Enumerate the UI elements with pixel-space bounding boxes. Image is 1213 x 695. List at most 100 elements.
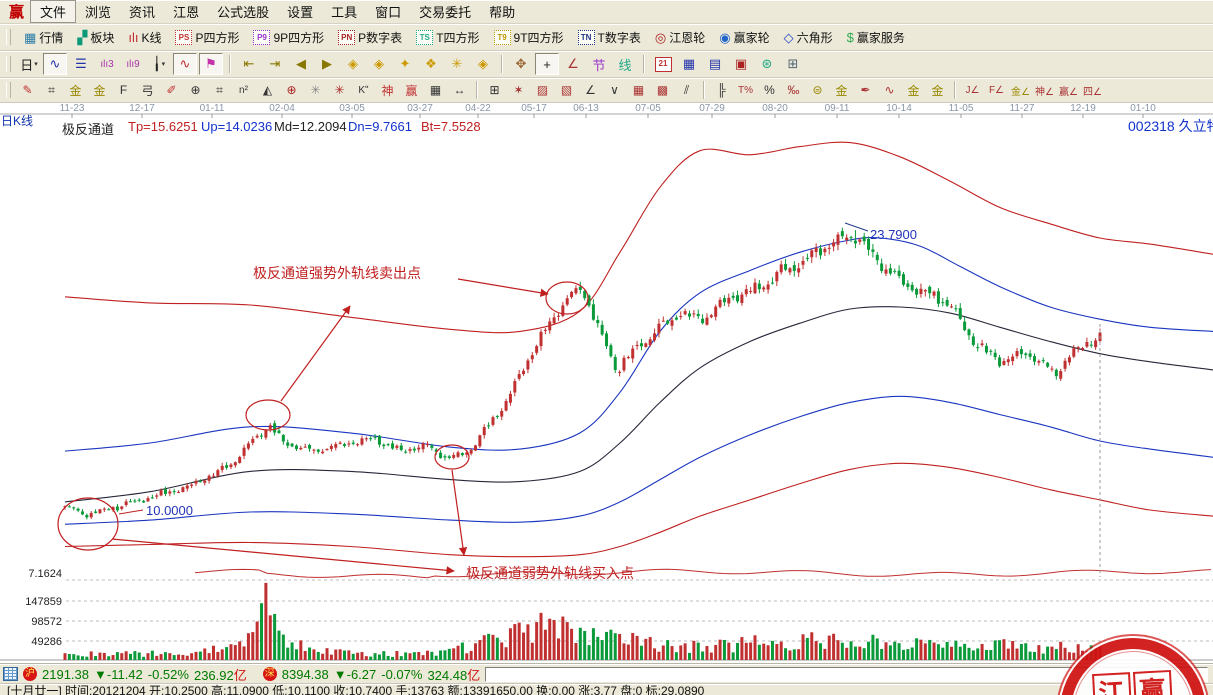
formula-chart-tool[interactable]: ∿ xyxy=(173,53,197,75)
number-ruler-tool[interactable]: ▦ xyxy=(424,80,447,101)
box-tool-tool[interactable]: ⊞ xyxy=(483,80,506,101)
angle-lines-tool[interactable]: ∠ xyxy=(579,80,602,101)
gann-wheel-button[interactable]: ◎ 江恩轮 xyxy=(650,27,710,48)
diamond-center-tool[interactable]: ◈ xyxy=(471,53,495,75)
crosshair-tool[interactable]: + xyxy=(535,53,559,75)
price-chart-svg[interactable]: 11-23 12-17 01-11 02-04 03-05 03-27 04-22 05-17… xyxy=(0,103,1213,663)
grid-tool-tool[interactable]: ▦ xyxy=(627,80,650,101)
calendar-tool[interactable]: 21 xyxy=(651,53,675,75)
n-square-tool[interactable]: n² xyxy=(232,80,255,101)
box-diagonal-tool[interactable]: ▧ xyxy=(555,80,578,101)
diamond-right-tool[interactable]: ◈ xyxy=(367,53,391,75)
toolbar-grip[interactable] xyxy=(6,82,11,98)
calculator-tool[interactable]: ▦ xyxy=(677,53,701,75)
compass-tool[interactable]: ⊕ xyxy=(184,80,207,101)
gold-ruler-2-tool[interactable]: 金 xyxy=(88,80,111,101)
f-angle-tool[interactable]: F∠ xyxy=(985,80,1008,101)
spiral-tool[interactable]: 弓 xyxy=(136,80,159,101)
bars-9-tool[interactable]: ılı9 xyxy=(121,53,145,75)
toolbar-grip[interactable] xyxy=(6,56,11,72)
menu-item-6[interactable]: 工具 xyxy=(331,5,358,20)
star-rays-tool[interactable]: ✳ xyxy=(304,80,327,101)
ying-angle-tool[interactable]: 赢∠ xyxy=(1057,80,1080,101)
gold-level-tool[interactable]: 金 xyxy=(830,80,853,101)
k-count-tool[interactable]: Kʺ xyxy=(352,80,375,101)
9t-square-button[interactable]: T9 9T四方形 xyxy=(489,27,569,48)
menu-item-0[interactable]: 文件 xyxy=(30,0,77,23)
diamond-shrink-tool[interactable]: ✳ xyxy=(445,53,469,75)
box-rays-tool[interactable]: ▨ xyxy=(531,80,554,101)
first-page-tool[interactable]: ⇤ xyxy=(237,53,261,75)
gold-angle-tool[interactable]: 金∠ xyxy=(1009,80,1032,101)
quotes-button[interactable]: ▦ 行情 xyxy=(19,27,68,48)
brush-2-tool[interactable]: ✐ xyxy=(160,80,183,101)
wave-tool-tool[interactable]: ∿ xyxy=(878,80,901,101)
ruler-ticks-tool[interactable]: ⌗ xyxy=(40,80,63,101)
menu-item-4[interactable]: 公式选股 xyxy=(217,5,270,20)
four-angle-tool[interactable]: 四∠ xyxy=(1081,80,1104,101)
diamond-expand-tool[interactable]: ❖ xyxy=(419,53,443,75)
menu-item-3[interactable]: 江恩 xyxy=(173,5,200,20)
prev-page-tool[interactable]: ◀ xyxy=(289,53,313,75)
data-transfer-tool[interactable]: ⊞ xyxy=(781,53,805,75)
menu-item-7[interactable]: 窗口 xyxy=(375,5,402,20)
shen-angle-tool[interactable]: 神∠ xyxy=(1033,80,1056,101)
candle-type-tool[interactable]: ╽ ▾ xyxy=(147,53,171,75)
next-page-tool[interactable]: ▶ xyxy=(315,53,339,75)
angle-measure-tool[interactable]: ∠ xyxy=(561,53,585,75)
parallel-lines-tool[interactable]: ⫽ xyxy=(675,80,698,101)
quote-sheet-tool[interactable]: ☰ xyxy=(69,53,93,75)
sectors-button[interactable]: ▞ 板块 xyxy=(72,27,119,48)
percent-tool[interactable]: % xyxy=(758,80,781,101)
menu-item-2[interactable]: 资讯 xyxy=(129,5,156,20)
diamond-left-tool[interactable]: ◈ xyxy=(341,53,365,75)
notes-tool[interactable]: ▤ xyxy=(703,53,727,75)
diamond-up-tool[interactable]: ✦ xyxy=(393,53,417,75)
width-measure-tool[interactable]: ↔ xyxy=(448,80,471,101)
spider-web-tool[interactable]: ✳ xyxy=(328,80,351,101)
j-angle-tool[interactable]: J∠ xyxy=(961,80,984,101)
toolbar-grip[interactable] xyxy=(6,29,11,45)
pan-hand-tool[interactable]: ✥ xyxy=(509,53,533,75)
gold-circle-tool[interactable]: ⊜ xyxy=(806,80,829,101)
draw-flag-tool[interactable]: ⚑ xyxy=(199,53,223,75)
percent-frame-tool[interactable]: T% xyxy=(734,80,757,101)
9p-square-button[interactable]: P9 9P四方形 xyxy=(248,27,329,48)
ruler-2-tool[interactable]: ⌗ xyxy=(208,80,231,101)
winner-service-button[interactable]: $ 赢家服务 xyxy=(842,27,910,48)
menu-item-5[interactable]: 设置 xyxy=(287,5,314,20)
chart-style-tool[interactable]: ∿ xyxy=(43,53,67,75)
rhythm-tool-tool[interactable]: 节 xyxy=(587,53,611,75)
p-number-table-button[interactable]: PN P数字表 xyxy=(333,27,407,48)
hexagon-button[interactable]: ◇ 六角形 xyxy=(779,27,838,48)
gold-level-2-tool[interactable]: 金 xyxy=(902,80,925,101)
f-ruler-tool[interactable]: F xyxy=(112,80,135,101)
gold-plain-tool[interactable]: 金 xyxy=(926,80,949,101)
quote-sheet-icon[interactable] xyxy=(3,667,18,681)
command-input[interactable] xyxy=(485,666,1208,682)
menu-item-9[interactable]: 帮助 xyxy=(489,5,516,20)
candle-mark-tool[interactable]: ✒ xyxy=(854,80,877,101)
period-day-tool[interactable]: 日 ▾ xyxy=(17,53,41,75)
gann-target-tool[interactable]: ⊕ xyxy=(280,80,303,101)
brush-tool[interactable]: ✎ xyxy=(16,80,39,101)
shen-tool-tool[interactable]: 神 xyxy=(376,80,399,101)
bars-3-tool[interactable]: ılı3 xyxy=(95,53,119,75)
line-tool-tool[interactable]: 线 xyxy=(613,53,637,75)
ying-tool-tool[interactable]: 赢 xyxy=(400,80,423,101)
protractor-tool[interactable]: ◭ xyxy=(256,80,279,101)
menu-item-1[interactable]: 浏览 xyxy=(85,5,112,20)
gold-ruler-1-tool[interactable]: 金 xyxy=(64,80,87,101)
permille-tool[interactable]: ‰ xyxy=(782,80,805,101)
chart-area[interactable]: 11-23 12-17 01-11 02-04 03-05 03-27 04-22 05-17… xyxy=(0,103,1213,695)
fan-rays-tool[interactable]: ✶ xyxy=(507,80,530,101)
v-check-tool[interactable]: ∨ xyxy=(603,80,626,101)
menu-item-8[interactable]: 交易委托 xyxy=(419,5,472,20)
scale-bar-tool[interactable]: ╠ xyxy=(710,80,733,101)
t-number-table-button[interactable]: TN T数字表 xyxy=(573,27,646,48)
winner-wheel-button[interactable]: ◉ 赢家轮 xyxy=(714,27,774,48)
p-square-button[interactable]: PS P四方形 xyxy=(170,27,244,48)
last-page-tool[interactable]: ⇥ xyxy=(263,53,287,75)
web-report-tool[interactable]: ⊛ xyxy=(755,53,779,75)
save-tool[interactable]: ▣ xyxy=(729,53,753,75)
